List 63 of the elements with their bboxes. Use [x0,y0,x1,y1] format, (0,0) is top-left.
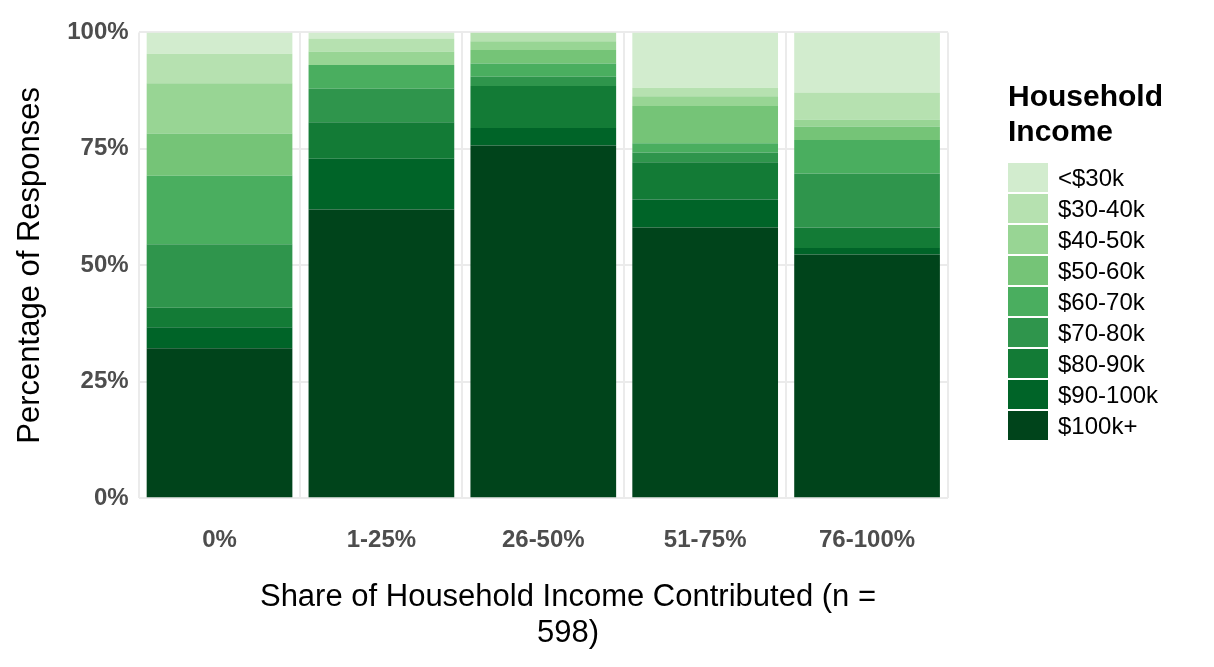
legend-label: <$30k [1058,163,1125,192]
bar [794,140,940,174]
x-axis-title: Share of Household Income Contributed (n = 598) [258,578,878,650]
bar [794,254,940,498]
bar [470,41,617,51]
x-tick-label: 1-25% [346,525,417,553]
bar [146,307,293,328]
legend-title: Household Income [1008,78,1164,148]
bar [632,162,779,200]
bar [470,50,617,64]
y-tick-label: 75% [80,133,129,161]
legend-label: $50-60k [1058,256,1145,285]
legend-label: $90-100k [1058,380,1159,409]
bar [632,106,779,144]
bar [794,227,940,249]
bar [146,175,293,245]
bar [794,126,940,140]
bar [632,152,779,163]
bar [470,145,617,498]
y-axis-title: Percentage of Responses [11,86,47,444]
bar [794,92,940,120]
bar [470,76,617,86]
bar [470,63,617,77]
bar [146,327,293,349]
legend-label: $30-40k [1058,194,1145,223]
y-tick-label: 50% [80,249,129,277]
bar [146,348,293,498]
bar [470,32,617,42]
bar [308,88,455,123]
bar [794,173,940,228]
bar [632,227,779,498]
bar [146,133,293,176]
bar [632,199,779,228]
bar [308,38,455,52]
legend-label: $80-90k [1058,349,1145,378]
bar [146,83,293,134]
x-tick-label: 51-75% [663,525,747,553]
bar [794,32,940,93]
bar [632,96,779,106]
bar [632,143,779,153]
bar [308,158,455,210]
bar [632,32,779,88]
y-tick-label: 0% [93,482,129,510]
bar [794,248,940,255]
y-tick-label: 25% [80,366,129,394]
bar [146,244,293,308]
bar [308,51,455,66]
legend-label: $100k+ [1058,411,1138,440]
legend-label: $70-80k [1058,318,1145,347]
bar [308,209,455,498]
bar [632,87,779,97]
bar [146,32,293,54]
x-tick-label: 76-100% [819,525,916,553]
y-tick-label: 100% [67,17,129,45]
x-tick-label: 0% [202,525,237,553]
bar [308,65,455,89]
legend-label: $60-70k [1058,287,1145,316]
x-tick-label: 26-50% [501,525,585,553]
bar [470,127,617,146]
bar [146,53,293,84]
bar [308,122,455,159]
bar [470,85,617,128]
legend-label: $40-50k [1058,225,1145,254]
